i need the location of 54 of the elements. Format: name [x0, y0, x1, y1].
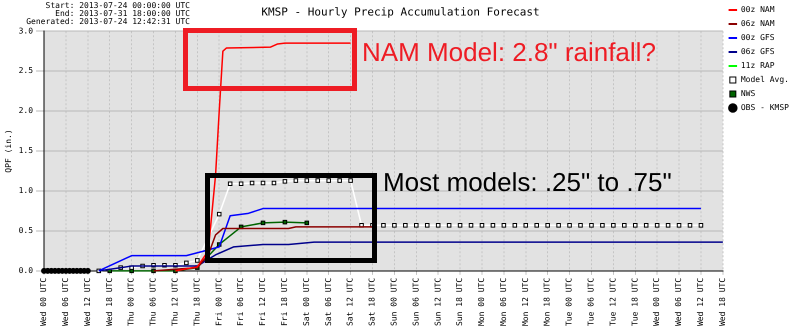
- x-tick-label: Wed 00 UTC: [39, 278, 48, 326]
- x-tick-label: Sat 00 UTC: [302, 278, 311, 326]
- text: Start: 2013-07-24 00:00:00 UTC: [44, 1, 190, 10]
- x-tick-label: Tue 18 UTC: [630, 278, 640, 326]
- y-tick-label: 3.0: [18, 26, 34, 36]
- x-tick-label: Sun 18 UTC: [455, 278, 464, 326]
- x-tick-label: Tue 12 UTC: [608, 278, 618, 326]
- x-tick-label: Mon 00 UTC: [477, 278, 486, 326]
- x-tick-label: Mon 06 UTC: [498, 278, 508, 326]
- x-tick-label: Thu 12 UTC: [170, 278, 180, 326]
- x-tick-label: Tue 00 UTC: [564, 278, 574, 326]
- annotation: Most models: .25" to .75": [383, 167, 673, 197]
- legend-label: 06z NAM: [740, 19, 775, 28]
- y-tick-label: 2.0: [18, 106, 34, 116]
- x-tick-label: Fri 00 UTC: [214, 278, 224, 326]
- x-tick-label: Thu 18 UTC: [192, 278, 202, 326]
- x-tick-label: Fri 18 UTC: [280, 278, 289, 326]
- legend-label: Model Avg.: [740, 75, 790, 84]
- legend-label: OBS - KMSP: [740, 103, 790, 112]
- annotation: NAM Model: 2.8" rainfall?: [362, 37, 657, 67]
- y-axis-title: QPF (in.): [4, 129, 13, 173]
- x-tick-label: Thu 06 UTC: [148, 278, 158, 326]
- y-tick-label: 2.5: [18, 66, 34, 76]
- x-tick-label: Fri 06 UTC: [236, 278, 246, 326]
- x-tick-label: Sun 06 UTC: [411, 278, 420, 326]
- x-tick-label: Wed 12 UTC: [696, 278, 706, 326]
- x-tick-label: Sat 12 UTC: [346, 278, 355, 326]
- x-tick-label: Sat 06 UTC: [324, 278, 333, 326]
- legend-label: 06z GFS: [740, 47, 775, 56]
- x-tick-label: Wed 06 UTC: [61, 278, 70, 326]
- legend-label: 00z NAM: [740, 5, 775, 14]
- x-tick-label: Thu 00 UTC: [126, 278, 136, 326]
- x-tick-label: Sun 12 UTC: [433, 278, 442, 326]
- chart-title: KMSP - Hourly Precip Accumulation Forecast: [261, 5, 540, 18]
- text: End: 2013-07-31 18:00:00 UTC: [55, 9, 190, 18]
- x-tick-label: Wed 12 UTC: [82, 278, 92, 326]
- y-tick-label: 0.0: [18, 266, 34, 275]
- legend-label: 00z GFS: [740, 33, 775, 42]
- x-tick-label: Sat 18 UTC: [368, 278, 377, 326]
- x-tick-label: Mon 18 UTC: [542, 278, 552, 326]
- legend-label: 11z RAP: [740, 61, 775, 70]
- x-tick-label: Wed 18 UTC: [718, 278, 727, 326]
- x-tick-label: Tue 06 UTC: [586, 278, 596, 326]
- x-tick-label: Wed 18 UTC: [104, 278, 114, 326]
- x-tick-label: Wed 06 UTC: [674, 278, 684, 326]
- x-tick-label: Sun 00 UTC: [389, 278, 398, 326]
- x-tick-label: Fri 12 UTC: [258, 278, 268, 326]
- x-tick-label: Wed 00 UTC: [652, 278, 662, 326]
- y-tick-label: 1.5: [18, 146, 34, 156]
- text: Generated: 2013-07-24 12:42:31 UTC: [25, 17, 190, 27]
- legend-label: NWS: [740, 89, 756, 98]
- y-tick-label: 0.5: [18, 226, 34, 235]
- y-tick-label: 1.0: [18, 186, 34, 196]
- x-tick-label: Mon 12 UTC: [520, 278, 530, 326]
